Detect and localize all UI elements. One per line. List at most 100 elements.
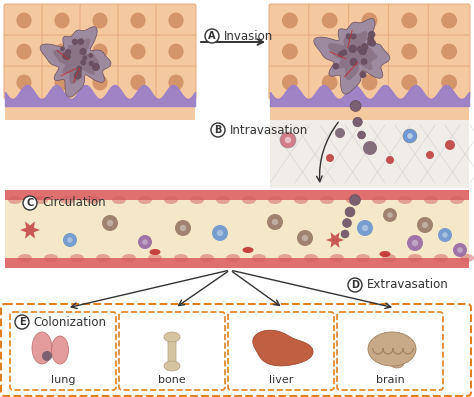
FancyBboxPatch shape [269,66,311,99]
FancyBboxPatch shape [42,4,82,37]
Circle shape [88,53,93,58]
Text: Extravasation: Extravasation [367,279,449,291]
Ellipse shape [401,13,417,29]
Circle shape [343,218,352,227]
Ellipse shape [226,254,240,262]
Ellipse shape [268,196,282,204]
FancyBboxPatch shape [428,4,470,37]
Ellipse shape [168,13,183,29]
Circle shape [302,235,308,241]
FancyBboxPatch shape [4,35,44,68]
Ellipse shape [450,196,464,204]
Polygon shape [40,27,111,97]
FancyBboxPatch shape [270,120,469,188]
Circle shape [138,235,152,249]
Circle shape [357,46,364,52]
Circle shape [351,33,356,39]
Ellipse shape [320,196,334,204]
Ellipse shape [55,44,70,60]
Ellipse shape [164,361,180,371]
FancyBboxPatch shape [348,4,391,37]
Circle shape [72,39,78,45]
Circle shape [332,63,339,69]
Circle shape [272,219,278,225]
FancyBboxPatch shape [156,4,196,37]
Ellipse shape [8,196,22,204]
Circle shape [80,60,86,66]
Ellipse shape [441,75,457,91]
Circle shape [42,351,52,361]
FancyBboxPatch shape [309,4,351,37]
FancyBboxPatch shape [156,66,196,99]
Polygon shape [314,19,390,94]
Circle shape [383,208,397,222]
Text: brain: brain [375,375,404,385]
Circle shape [361,58,367,65]
Text: Invasion: Invasion [224,29,273,42]
FancyBboxPatch shape [228,312,334,390]
Ellipse shape [322,75,337,91]
Ellipse shape [362,13,377,29]
Ellipse shape [92,44,108,60]
FancyBboxPatch shape [388,35,430,68]
Circle shape [63,233,77,247]
Ellipse shape [408,254,422,262]
Ellipse shape [138,196,152,204]
Circle shape [341,230,349,238]
Ellipse shape [34,196,48,204]
FancyBboxPatch shape [42,35,82,68]
Ellipse shape [346,196,360,204]
Circle shape [348,44,357,53]
Ellipse shape [190,196,204,204]
Circle shape [335,128,345,138]
Ellipse shape [130,13,146,29]
Circle shape [407,133,413,139]
Ellipse shape [92,75,108,91]
Ellipse shape [282,13,298,29]
Text: Circulation: Circulation [42,197,106,210]
Text: Intravasation: Intravasation [230,123,308,137]
Circle shape [205,29,219,43]
Ellipse shape [44,254,58,262]
Circle shape [453,243,467,257]
FancyBboxPatch shape [80,66,120,99]
Circle shape [65,54,71,60]
Ellipse shape [168,44,183,60]
Circle shape [175,220,191,236]
Ellipse shape [130,75,146,91]
Ellipse shape [52,336,69,364]
FancyBboxPatch shape [1,304,471,396]
Circle shape [212,225,228,241]
Circle shape [67,237,73,243]
Ellipse shape [200,254,214,262]
FancyBboxPatch shape [348,35,391,68]
Circle shape [77,38,84,45]
Ellipse shape [330,254,344,262]
Ellipse shape [32,332,52,364]
FancyBboxPatch shape [428,66,470,99]
Circle shape [412,240,418,246]
Ellipse shape [294,196,308,204]
FancyBboxPatch shape [5,5,195,120]
Circle shape [358,46,367,55]
Circle shape [363,141,377,155]
Ellipse shape [174,254,188,262]
Ellipse shape [55,13,70,29]
Ellipse shape [70,254,84,262]
Circle shape [367,39,374,46]
Ellipse shape [380,251,391,257]
FancyBboxPatch shape [10,312,116,390]
Polygon shape [326,232,344,248]
FancyBboxPatch shape [168,335,176,367]
Text: C: C [27,198,34,208]
Ellipse shape [382,254,396,262]
Circle shape [345,207,355,217]
FancyBboxPatch shape [80,35,120,68]
FancyBboxPatch shape [348,66,391,99]
FancyBboxPatch shape [5,258,469,268]
Circle shape [60,46,65,51]
Circle shape [417,217,433,233]
Text: B: B [214,125,222,135]
Circle shape [107,220,113,226]
Circle shape [357,220,373,236]
